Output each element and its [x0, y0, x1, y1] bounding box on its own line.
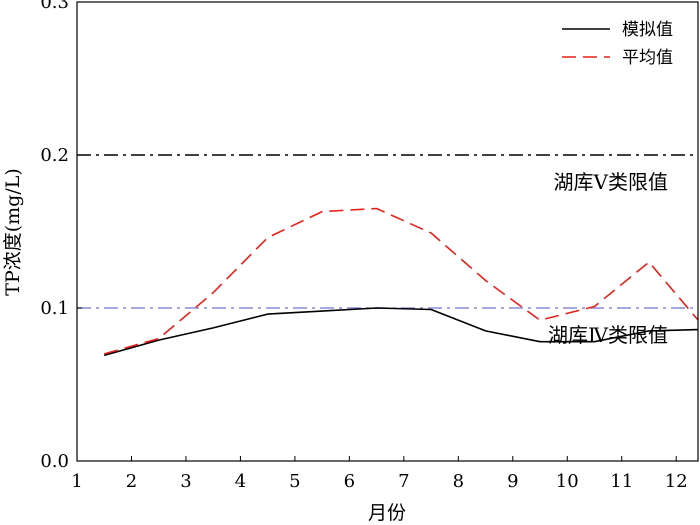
legend-label-2: 平均值	[622, 48, 673, 68]
x-axis: 1 2 3 4 5 6 7 8 9 10 11 12	[71, 456, 688, 492]
reference-line-label-1: 湖库Ⅴ类限值	[554, 170, 668, 194]
x-tick-label: 7	[398, 471, 409, 492]
y-axis: 0.0 0.1 0.2 0.3	[40, 0, 82, 472]
y-tick-label: 0.3	[40, 0, 69, 13]
y-tick-label: 0.2	[40, 145, 69, 166]
plot-frame	[76, 1, 699, 462]
x-tick-label: 12	[665, 471, 688, 492]
x-tick-label: 6	[344, 471, 355, 492]
reference-line-label-2: 湖库Ⅳ类限值	[548, 323, 668, 347]
series-line-1	[103, 307, 698, 357]
x-tick-label: 3	[180, 471, 191, 492]
y-axis-title: TP浓度(mg/L)	[2, 168, 24, 295]
y-tick-label: 0.0	[40, 451, 69, 472]
x-tick-label: 9	[507, 471, 518, 492]
legend-label-1: 模拟值	[622, 20, 673, 40]
y-tick-label: 0.1	[40, 298, 69, 319]
x-tick-label: 11	[610, 471, 633, 492]
x-tick-label: 4	[235, 471, 246, 492]
x-tick-label: 1	[71, 471, 82, 492]
x-tick-label: 5	[289, 471, 300, 492]
x-tick-label: 2	[126, 471, 137, 492]
series-lines	[103, 207, 698, 357]
x-tick-label: 10	[556, 471, 579, 492]
x-tick-label: 8	[453, 471, 464, 492]
x-axis-title: 月份	[368, 502, 406, 524]
series-line-2	[103, 207, 698, 355]
